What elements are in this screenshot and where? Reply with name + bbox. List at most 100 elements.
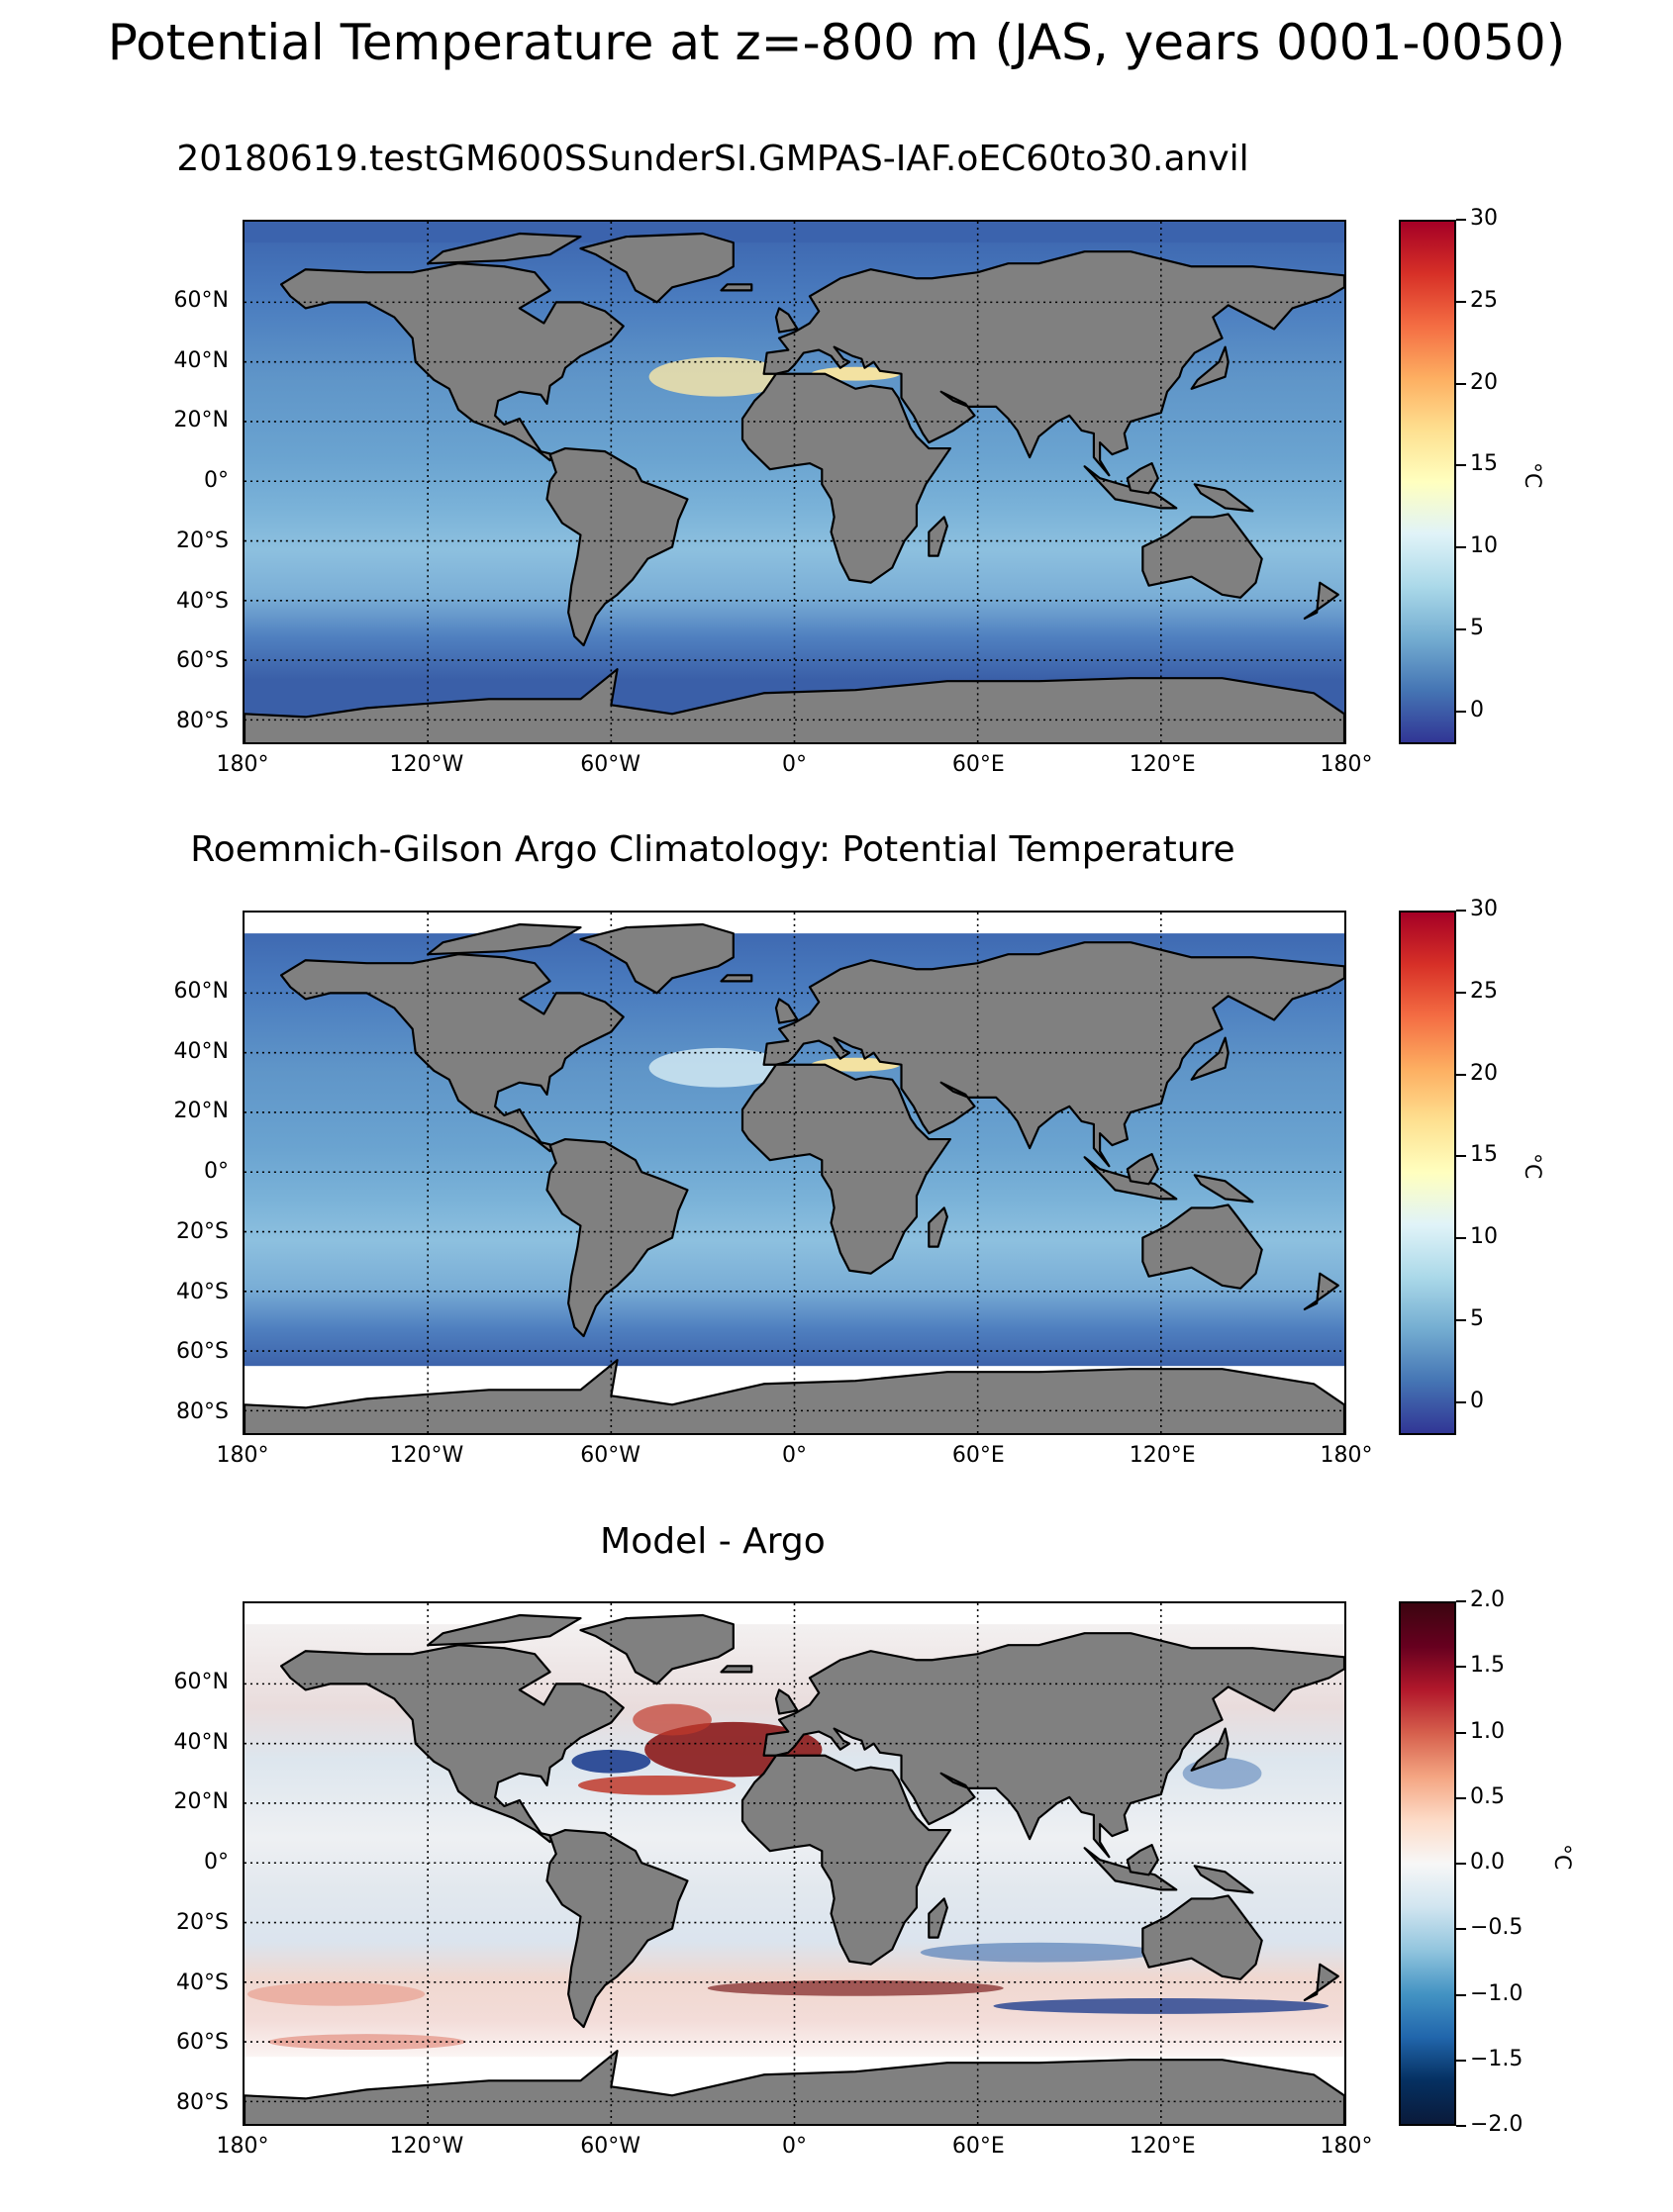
lon-label: 120°E (1129, 1443, 1196, 1468)
lon-label: 60°W (580, 1443, 641, 1468)
greenland-land (579, 232, 735, 304)
lon-label: 180° (1320, 1443, 1373, 1468)
australia-land (1141, 513, 1263, 599)
lon-label: 120°W (389, 752, 464, 777)
colorbar-tick-label: 1.0 (1470, 1718, 1505, 1744)
borneo-land (1126, 462, 1159, 495)
lat-label: 20°S (176, 1909, 229, 1935)
southAmerica-land (545, 446, 689, 647)
colorbar-tick (1456, 219, 1466, 221)
colorbar-tick (1456, 710, 1466, 713)
panel-2-colorbar (1399, 911, 1456, 1435)
australia-land (1141, 1894, 1263, 1980)
colorbar-tick (1456, 910, 1466, 912)
lat-label: 40°N (173, 347, 229, 373)
arcticIslands-land (427, 1613, 582, 1647)
colorbar-tick-label: −2.0 (1470, 2112, 1524, 2137)
lat-label: 20°N (173, 1789, 229, 1815)
colorbar-tick-label: 25 (1470, 978, 1498, 1004)
lon-label: 120°W (389, 2134, 464, 2159)
newzealand-land (1303, 581, 1339, 621)
panel-1-map (243, 220, 1346, 744)
southAmerica-land (545, 1137, 689, 1338)
lon-label: 60°E (951, 2134, 1005, 2159)
colorbar-tick (1456, 1928, 1466, 1931)
lat-label: 40°N (173, 1038, 229, 1064)
arcticIslands-land (427, 232, 582, 265)
lat-label: 40°N (173, 1729, 229, 1755)
southAmerica-land (545, 1828, 689, 2029)
map-svg (245, 222, 1344, 742)
lon-label: 180° (216, 752, 269, 777)
colorbar-tick (1456, 1400, 1466, 1403)
colorbar-tick-label: 20 (1470, 369, 1498, 395)
greenland-land (579, 1613, 735, 1685)
africa-land (740, 372, 952, 584)
colorbar-tick-label: 25 (1470, 287, 1498, 313)
borneo-land (1126, 1153, 1159, 1186)
colorbar-tick (1456, 991, 1466, 994)
japan-land (1190, 1036, 1230, 1081)
lat-label: 60°N (173, 288, 229, 313)
lat-label: 60°N (173, 979, 229, 1004)
colorbar-tick-label: 10 (1470, 1224, 1498, 1250)
colorbar-tick-label: 5 (1470, 616, 1484, 641)
lat-label: 60°S (176, 2030, 229, 2056)
lon-label: 0° (782, 752, 807, 777)
lon-label: 60°W (580, 2134, 641, 2159)
newguinea-land (1193, 1865, 1254, 1894)
colorbar-tick-label: 2.0 (1470, 1587, 1505, 1612)
borneo-land (1126, 1844, 1159, 1876)
panel-1-title: 20180619.testGM600SSunderSI.GMPAS-IAF.oE… (176, 139, 1249, 179)
colorbar-tick (1456, 2125, 1466, 2127)
colorbar-tick-label: 15 (1470, 1142, 1498, 1168)
lat-label: 40°S (176, 1279, 229, 1304)
colorbar-tick-label: 5 (1470, 1306, 1484, 1332)
greenland-land (579, 922, 735, 995)
colorbar-tick-label: 0 (1470, 1388, 1484, 1413)
lon-label: 0° (782, 1443, 807, 1468)
colorbar-tick (1456, 382, 1466, 385)
colorbar-tick (1456, 1237, 1466, 1240)
lat-label: 0° (204, 1850, 229, 1875)
lon-label: 120°W (389, 1443, 464, 1468)
lon-label: 120°E (1129, 2134, 1196, 2159)
panel-3-colorbar (1399, 1601, 1456, 2126)
colorbar-tick-label: 0.0 (1470, 1850, 1505, 1875)
africa-land (740, 1754, 952, 1966)
eurasia-land (762, 1632, 1344, 1859)
colorbar-tick (1456, 300, 1466, 303)
japan-land (1190, 1727, 1230, 1772)
colorbar-tick-label: −0.5 (1470, 1915, 1524, 1941)
lon-label: 180° (216, 1443, 269, 1468)
colorbar-tick-label: 0.5 (1470, 1783, 1505, 1809)
lat-label: 0° (204, 468, 229, 494)
colorbar-tick-label: 0 (1470, 697, 1484, 722)
colorbar-tick-label: 30 (1470, 206, 1498, 231)
lat-label: 80°S (176, 2090, 229, 2116)
colorbar-tick (1456, 546, 1466, 549)
lat-label: 80°S (176, 709, 229, 734)
lat-label: 20°S (176, 528, 229, 553)
australia-land (1141, 1203, 1263, 1290)
newguinea-land (1193, 483, 1254, 513)
colorbar-tick-label: −1.5 (1470, 2046, 1524, 2071)
lon-label: 60°W (580, 752, 641, 777)
lat-label: 0° (204, 1159, 229, 1185)
colorbar-tick (1456, 1073, 1466, 1076)
lat-label: 60°S (176, 1339, 229, 1365)
colorbar-tick-label: 15 (1470, 451, 1498, 477)
lat-label: 40°S (176, 1970, 229, 1995)
colorbar-tick (1456, 1731, 1466, 1734)
lat-label: 20°N (173, 408, 229, 433)
lon-label: 180° (1320, 2134, 1373, 2159)
colorbar-tick-label: 1.5 (1470, 1653, 1505, 1679)
colorbar-tick (1456, 464, 1466, 467)
lat-label: 60°S (176, 648, 229, 674)
iceland-land (720, 1665, 753, 1674)
lat-label: 60°N (173, 1670, 229, 1694)
colorbar-tick-label: 10 (1470, 533, 1498, 559)
madagascar-land (928, 516, 948, 557)
colorbar-unit-label: °C (1520, 1153, 1544, 1180)
iceland-land (720, 974, 753, 983)
